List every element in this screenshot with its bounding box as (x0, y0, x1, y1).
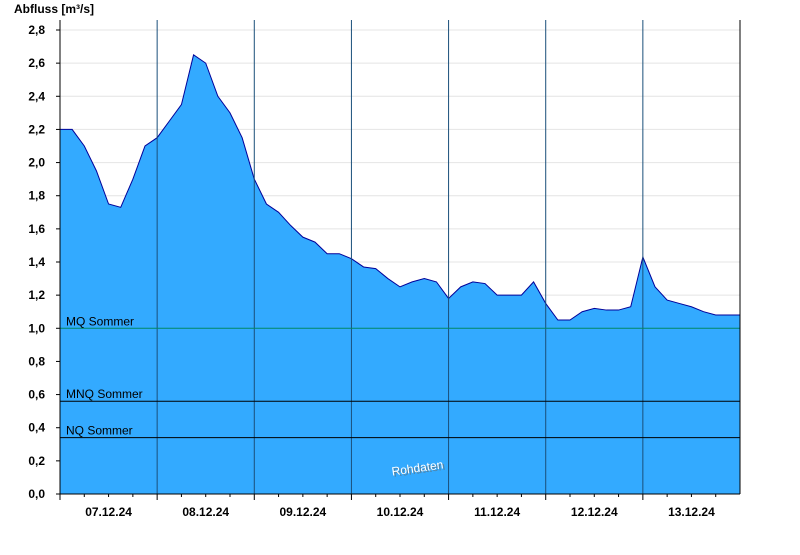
x-tick-label: 12.12.24 (571, 505, 618, 519)
y-tick-label: 2,4 (28, 89, 45, 103)
x-tick-label: 08.12.24 (182, 505, 229, 519)
x-tick-label: 13.12.24 (668, 505, 715, 519)
y-tick-label: 1,2 (28, 288, 45, 302)
area-outline (60, 54, 740, 321)
x-tick-label: 10.12.24 (377, 505, 424, 519)
y-tick-label: 1,4 (28, 255, 45, 269)
reference-label: MNQ Sommer (66, 387, 143, 401)
reference-label: NQ Sommer (66, 424, 133, 438)
y-tick-label: 0,8 (28, 354, 45, 368)
y-tick-label: 2,2 (28, 122, 45, 136)
reference-label: MQ Sommer (66, 314, 134, 328)
y-tick-label: 0,4 (28, 421, 45, 435)
y-tick-label: 1,6 (28, 222, 45, 236)
y-tick-label: 2,6 (28, 56, 45, 70)
y-tick-label: 2,8 (28, 23, 45, 37)
y-tick-label: 0,0 (28, 487, 45, 501)
y-tick-label: 2,0 (28, 156, 45, 170)
area (60, 54, 740, 495)
chart-title: Abfluss [m³/s] (14, 2, 94, 16)
x-tick-label: 07.12.24 (85, 505, 132, 519)
y-tick-label: 0,6 (28, 388, 45, 402)
y-tick-label: 1,0 (28, 321, 45, 335)
x-tick-label: 11.12.24 (474, 505, 520, 519)
y-tick-label: 0,2 (28, 454, 45, 468)
y-tick-label: 1,8 (28, 189, 45, 203)
x-tick-label: 09.12.24 (279, 505, 326, 519)
